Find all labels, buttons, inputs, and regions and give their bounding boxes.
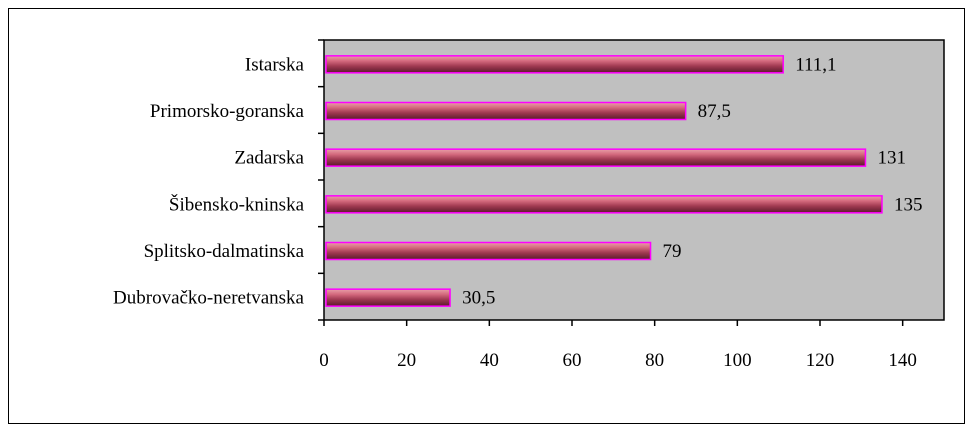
value-label: 30,5 [462,288,495,309]
x-tick-label: 20 [397,350,416,371]
category-label: Splitsko-dalmatinska [144,241,305,262]
category-label: Dubrovačko-neretvanska [113,288,305,309]
category-label: Zadarska [234,148,304,169]
bar-3 [325,148,867,167]
value-label: 87,5 [698,101,731,122]
value-label: 135 [894,194,923,215]
value-label: 79 [663,241,682,262]
x-tick-label: 0 [319,350,329,371]
bar-4 [325,195,883,214]
x-tick-label: 60 [563,350,582,371]
x-tick-label: 40 [480,350,499,371]
category-label: Šibensko-kninska [169,193,305,215]
bar-6 [325,288,451,307]
x-tick-label: 100 [723,350,752,371]
x-tick-label: 120 [806,350,835,371]
value-label: 111,1 [795,54,836,75]
value-label: 131 [877,148,906,169]
bar-5 [325,241,652,261]
bar-1 [325,55,784,74]
category-label: Istarska [245,54,305,75]
bar-2 [325,101,687,121]
x-tick-label: 140 [888,350,917,371]
category-label: Primorsko-goranska [150,101,305,122]
x-tick-label: 80 [645,350,664,371]
plot-area [323,39,945,321]
